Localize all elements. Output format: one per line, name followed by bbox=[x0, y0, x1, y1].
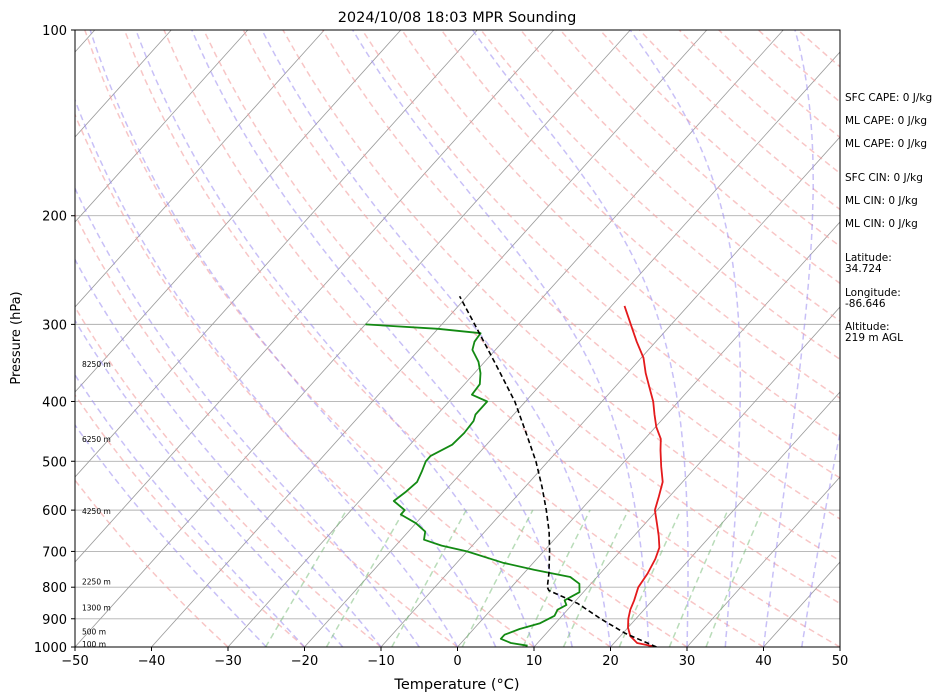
ml-cape-annotation-2: ML CAPE: 0 J/kg bbox=[845, 138, 928, 150]
height-label: 2250 m bbox=[82, 577, 111, 586]
temperature-profile-line bbox=[623, 305, 664, 647]
mixing-ratio-line bbox=[668, 509, 729, 647]
x-tick-label: −50 bbox=[61, 654, 88, 669]
isotherm-line bbox=[75, 30, 402, 393]
sfc-cin-annotation: SFC CIN: 0 J/kg bbox=[845, 172, 923, 184]
dry-adiabat-line bbox=[163, 30, 764, 647]
dry-adiabat-line bbox=[203, 30, 840, 647]
height-label: 100 m bbox=[82, 640, 106, 649]
axes: −50 −40 −30 −20 −10 0 10 20 30 40 50 100 200 300 400 50… bbox=[34, 24, 848, 669]
mixing-ratio-line bbox=[705, 509, 763, 647]
x-tick-label: −30 bbox=[214, 654, 241, 669]
sfc-cape-annotation: SFC CAPE: 0 J/kg bbox=[845, 92, 933, 104]
isotherm-line bbox=[533, 306, 840, 647]
moist-adiabat-line bbox=[629, 30, 742, 647]
data-series bbox=[365, 295, 664, 647]
x-tick-label: 10 bbox=[526, 654, 543, 669]
mixing-ratio-line bbox=[522, 509, 591, 647]
x-tick-label: −10 bbox=[367, 654, 394, 669]
moist-adiabat-line bbox=[75, 98, 459, 647]
height-label: 6250 m bbox=[82, 435, 111, 444]
moist-adiabat-line bbox=[135, 30, 535, 647]
x-axis-label: Temperature (°C) bbox=[393, 677, 519, 693]
x-tick-label: 0 bbox=[453, 654, 461, 669]
mixing-ratio-line bbox=[461, 509, 534, 647]
moist-adiabat-line bbox=[191, 30, 574, 647]
chart-title: 2024/10/08 18:03 MPR Sounding bbox=[338, 10, 577, 26]
isotherm-line bbox=[686, 476, 840, 647]
moist-adiabat-line bbox=[471, 30, 689, 647]
isotherm-line bbox=[227, 30, 784, 647]
dry-adiabat-line bbox=[480, 30, 840, 361]
mixing-ratio-line bbox=[264, 509, 348, 647]
y-tick-label: 500 bbox=[42, 455, 67, 470]
isotherm-line bbox=[75, 30, 631, 647]
y-tick-label: 900 bbox=[42, 613, 67, 628]
parcel-path-line bbox=[458, 295, 657, 647]
isotherm-line bbox=[380, 136, 840, 647]
y-tick-label: 1000 bbox=[34, 641, 67, 656]
moist-adiabat-line bbox=[75, 186, 420, 647]
mixing-ratio-line bbox=[325, 509, 405, 647]
dry-adiabat-line bbox=[123, 30, 688, 647]
plot-frame bbox=[74, 29, 841, 648]
x-tick-label: 20 bbox=[602, 654, 619, 669]
moist-adiabat-line bbox=[89, 30, 497, 647]
dry-adiabat-line bbox=[75, 393, 305, 647]
ml-cin-annotation-2: ML CIN: 0 J/kg bbox=[845, 218, 918, 230]
y-tick-label: 600 bbox=[42, 504, 67, 519]
moist-adiabat-line bbox=[801, 428, 840, 647]
dry-adiabat-line bbox=[242, 30, 840, 605]
x-tick-label: 40 bbox=[755, 654, 772, 669]
y-tick-label: 800 bbox=[42, 581, 67, 596]
background-lines bbox=[75, 30, 840, 647]
ml-cin-annotation: ML CIN: 0 J/kg bbox=[845, 195, 918, 207]
moist-adiabat-line bbox=[762, 30, 814, 647]
dry-adiabat-line bbox=[75, 112, 535, 647]
height-label: 1300 m bbox=[82, 604, 111, 613]
mixing-ratio-line bbox=[391, 509, 467, 647]
height-label: 4250 m bbox=[82, 507, 111, 516]
isotherm-line bbox=[151, 30, 708, 647]
y-tick-label: 100 bbox=[42, 24, 67, 39]
latitude-annotation: Latitude: 34.724 bbox=[845, 252, 892, 275]
dry-adiabat-line bbox=[282, 30, 840, 562]
height-label: 500 m bbox=[82, 627, 106, 636]
moist-adiabat-line bbox=[75, 423, 267, 647]
longitude-annotation: Longitude: -86.646 bbox=[845, 287, 901, 310]
ml-cape-annotation: ML CAPE: 0 J/kg bbox=[845, 115, 928, 127]
y-axis-label: Pressure (hPa) bbox=[9, 291, 24, 384]
moist-adiabat-line bbox=[352, 30, 650, 647]
isotherm-line bbox=[75, 30, 172, 138]
y-tick-label: 300 bbox=[42, 318, 67, 333]
dry-adiabat-line bbox=[520, 30, 840, 323]
height-label: 8250 m bbox=[82, 360, 111, 369]
dry-adiabat-line bbox=[559, 30, 840, 285]
dry-adiabat-line bbox=[321, 30, 840, 520]
moist-adiabat-line bbox=[75, 258, 382, 647]
altitude-annotation: Altitude: 219 m AGL bbox=[845, 321, 903, 344]
isotherm-line bbox=[75, 30, 325, 308]
moist-adiabat-line bbox=[261, 30, 612, 647]
mixing-ratio-line bbox=[562, 509, 629, 647]
y-tick-label: 700 bbox=[42, 545, 67, 560]
isotherm-line bbox=[75, 30, 249, 223]
dewpoint-profile-line bbox=[365, 323, 581, 647]
x-tick-label: 50 bbox=[832, 654, 849, 669]
isotherm-line bbox=[75, 30, 478, 478]
isotherm-line bbox=[304, 51, 840, 647]
x-tick-label: −20 bbox=[291, 654, 318, 669]
isotherm-line bbox=[75, 30, 555, 563]
height-labels: 100 m 500 m 1300 m 2250 m 4250 m 6250 m 8250 m bbox=[82, 360, 111, 649]
y-tick-label: 200 bbox=[42, 210, 67, 225]
x-tick-label: −40 bbox=[138, 654, 165, 669]
dry-adiabat-line bbox=[75, 213, 458, 647]
y-tick-label: 400 bbox=[42, 395, 67, 410]
isotherm-line bbox=[610, 391, 840, 647]
dry-adiabat-line bbox=[75, 305, 382, 647]
dry-adiabat-line bbox=[84, 30, 611, 647]
x-tick-label: 30 bbox=[679, 654, 696, 669]
dry-adiabat-line bbox=[75, 478, 229, 647]
